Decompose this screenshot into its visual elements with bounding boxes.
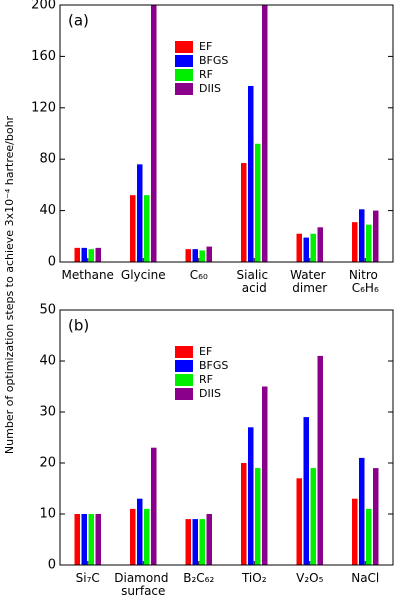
legend-label: RF	[199, 68, 213, 81]
bar	[262, 5, 268, 262]
bar	[241, 463, 247, 565]
bar	[373, 210, 379, 262]
bar	[88, 514, 94, 565]
bar	[130, 195, 136, 262]
bar	[255, 468, 261, 565]
y-tick-label: 20	[39, 456, 56, 471]
legend-label: BFGS	[199, 54, 228, 67]
legend-label: DIIS	[199, 387, 221, 400]
x-tick-label: Diamond surface	[114, 571, 172, 598]
panel-label: (a)	[68, 12, 89, 30]
bar	[151, 5, 157, 262]
bar	[317, 227, 323, 262]
bar	[359, 457, 365, 565]
bar	[137, 164, 143, 262]
bar	[192, 249, 198, 262]
x-tick-label: NaCl	[351, 571, 379, 585]
bar	[144, 195, 150, 262]
bar	[248, 427, 254, 565]
bar	[366, 224, 372, 262]
bar	[137, 498, 143, 565]
bar	[310, 233, 316, 262]
bar	[241, 163, 247, 262]
legend-label: EF	[199, 345, 212, 358]
bar	[74, 514, 80, 565]
legend-swatch	[175, 55, 193, 67]
bar	[88, 249, 94, 262]
bar	[296, 233, 302, 262]
x-tick-label: Methane	[62, 268, 114, 282]
bar	[296, 478, 302, 565]
legend-label: DIIS	[199, 82, 221, 95]
x-tick-label: B₂C₆₂	[183, 571, 214, 585]
bar	[192, 519, 198, 565]
bar	[81, 514, 87, 565]
y-tick-label: 30	[39, 405, 56, 420]
legend-swatch	[175, 388, 193, 400]
legend-swatch	[175, 69, 193, 81]
bar	[262, 386, 268, 565]
bar	[151, 447, 157, 565]
x-tick-label: V₂O₅	[296, 571, 323, 585]
legend-label: EF	[199, 40, 212, 53]
bar	[352, 498, 358, 565]
plot-frame	[59, 4, 394, 263]
y-tick-label: 40	[39, 203, 56, 218]
legend-swatch	[175, 374, 193, 386]
plot-area	[74, 5, 379, 262]
y-tick-label: 160	[31, 49, 56, 64]
plot-frame	[59, 309, 394, 566]
x-tick-label: C₆₀	[190, 268, 208, 282]
bar	[206, 246, 212, 262]
legend-swatch	[175, 83, 193, 95]
bar	[206, 514, 212, 565]
legend-label: BFGS	[199, 359, 228, 372]
bar	[352, 222, 358, 262]
bar	[185, 519, 191, 565]
panel-label: (b)	[68, 317, 89, 335]
x-tick-label: Nitro C₆H₆	[349, 268, 382, 295]
bar	[317, 355, 323, 565]
bar	[373, 468, 379, 565]
bar	[310, 468, 316, 565]
y-tick-label: 0	[48, 558, 56, 573]
y-tick-label: 50	[39, 303, 56, 318]
bar	[248, 85, 254, 262]
y-axis-label: Number of optimization steps to achieve …	[3, 115, 16, 454]
y-tick-label: 120	[31, 100, 56, 115]
bar	[74, 247, 80, 262]
y-tick-label: 40	[39, 354, 56, 369]
legend-label: RF	[199, 373, 213, 386]
bar	[185, 249, 191, 262]
bar	[359, 209, 365, 262]
legend-swatch	[175, 360, 193, 372]
bar	[95, 247, 101, 262]
x-tick-label: TiO₂	[241, 571, 267, 585]
bar	[144, 508, 150, 565]
bar	[303, 417, 309, 565]
bar	[199, 250, 205, 262]
y-tick-label: 80	[39, 152, 56, 167]
x-tick-label: Glycine	[121, 268, 166, 282]
x-tick-label: Water dimer	[290, 268, 329, 295]
x-tick-label: Si₇C	[76, 571, 100, 585]
x-tick-label: Sialic acid	[237, 268, 272, 295]
legend-swatch	[175, 41, 193, 53]
y-tick-label: 0	[48, 255, 56, 270]
bar	[303, 237, 309, 262]
legend-swatch	[175, 346, 193, 358]
bar	[366, 508, 372, 565]
bar	[81, 247, 87, 262]
y-tick-label: 10	[39, 507, 56, 522]
bar	[130, 508, 136, 565]
y-tick-label: 200	[31, 0, 56, 13]
bar	[199, 519, 205, 565]
bar	[95, 514, 101, 565]
plot-area	[74, 355, 379, 565]
bar	[255, 143, 261, 262]
